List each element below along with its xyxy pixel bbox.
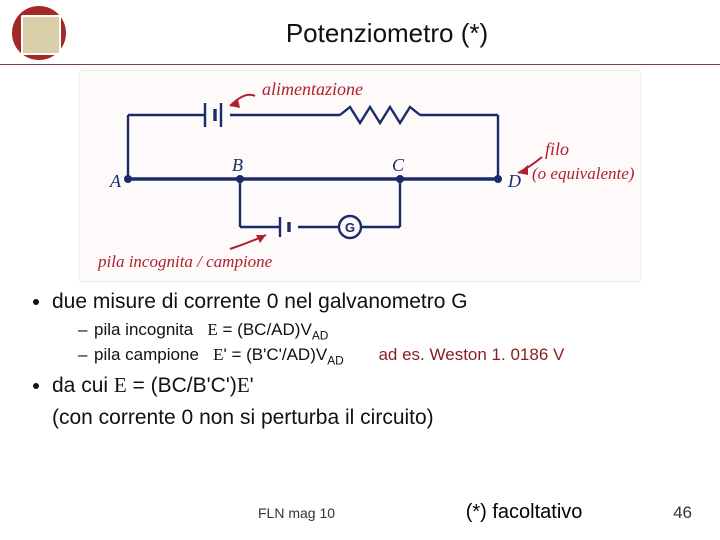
footer-left: FLN mag 10 — [258, 505, 335, 521]
slide-body: due misure di corrente 0 nel galvanometr… — [0, 289, 720, 432]
bullet-1: due misure di corrente 0 nel galvanometr… — [52, 289, 692, 368]
bullet-2: da cui E = (BC/B'C')E' (con corrente 0 n… — [52, 372, 692, 432]
slide-footer: FLN mag 10 (*) facoltativo 46 — [0, 501, 720, 524]
svg-text:B: B — [232, 155, 243, 175]
svg-text:A: A — [109, 171, 122, 191]
slide-header: Potenziometro (*) — [0, 0, 720, 65]
page-number: 46 — [673, 503, 692, 523]
circuit-diagram: G A B C Dalimentazione filo (o equivalente) pil… — [80, 71, 640, 281]
svg-text:D: D — [507, 171, 521, 191]
footer-note: (*) facoltativo — [375, 501, 673, 524]
slide-title: Potenziometro (*) — [66, 18, 708, 49]
bullet-1-text: due misure di corrente 0 nel galvanometr… — [52, 290, 468, 313]
svg-text:pila incognita / campione: pila incognita / campione — [97, 252, 273, 271]
svg-text:C: C — [392, 155, 405, 175]
subbullet-2: pila campione E' = (B'C'/AD)VAD ad es. W… — [78, 344, 692, 368]
subbullet-1: pila incognita E = (BC/AD)VAD — [78, 319, 692, 343]
university-seal — [12, 6, 66, 60]
svg-text:(o equivalente): (o equivalente) — [532, 164, 635, 183]
svg-text:filo: filo — [545, 139, 569, 159]
svg-text:alimentazione: alimentazione — [262, 79, 363, 99]
svg-text:G: G — [345, 220, 355, 235]
bullet-2-line2: (con corrente 0 non si perturba il circu… — [52, 405, 692, 431]
weston-note: ad es. Weston 1. 0186 V — [378, 344, 564, 367]
